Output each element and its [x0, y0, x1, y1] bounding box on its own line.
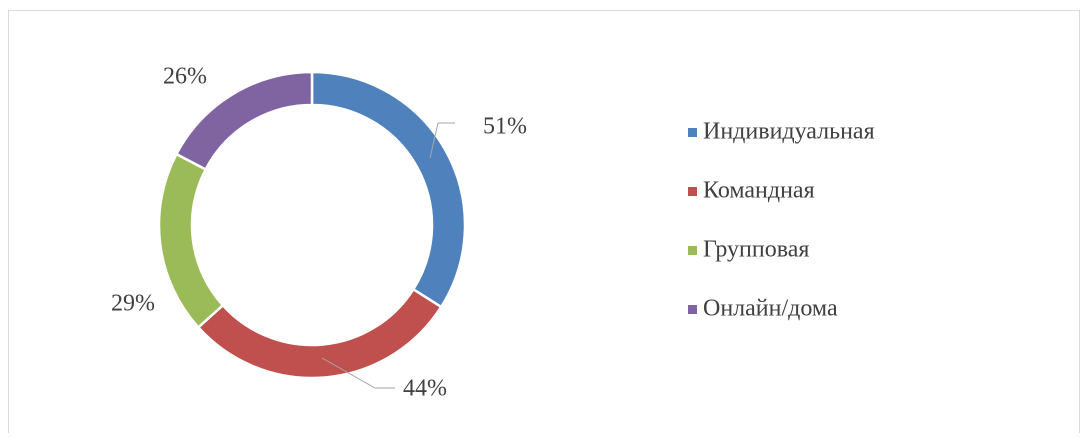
- leader-line: [429, 122, 455, 159]
- data-label: 44%: [403, 376, 447, 402]
- legend-label: Индивидуальная: [703, 119, 875, 145]
- data-label: 29%: [111, 291, 155, 317]
- legend-label: Онлайн/дома: [703, 296, 838, 322]
- legend-swatch: [688, 246, 697, 255]
- legend-swatch: [688, 187, 697, 196]
- legend-label: Командная: [703, 178, 815, 204]
- data-label: 51%: [483, 114, 527, 140]
- leader-line: [321, 357, 395, 389]
- doughnut-slice: [174, 70, 314, 172]
- data-label: 26%: [163, 64, 207, 90]
- legend-swatch: [688, 128, 697, 137]
- legend-label: Групповая: [703, 237, 809, 263]
- legend-swatch: [688, 305, 697, 314]
